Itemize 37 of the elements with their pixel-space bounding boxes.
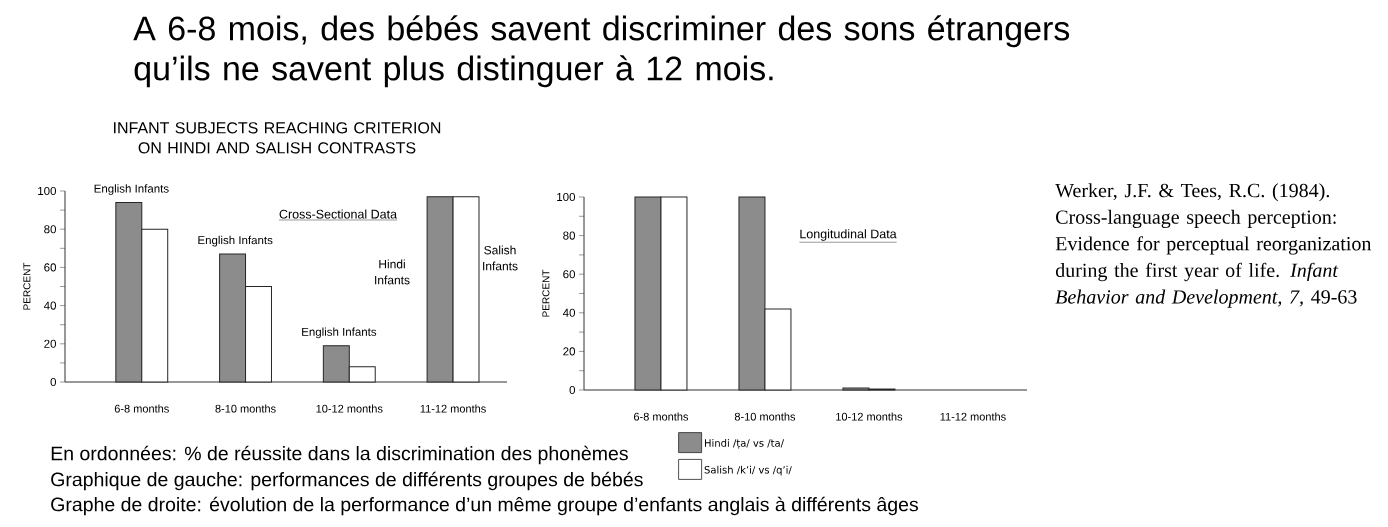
y-axis-title: PERCENT — [542, 269, 550, 317]
x-tick-label: 11-12 months — [940, 412, 1006, 421]
y-tick-label: 80 — [563, 231, 576, 240]
text: A 6-8 mois, des bébés savent discriminer des sons étrangers qu’ils ne savent plus distinguer à 12 mois. — [133, 15, 1070, 88]
x-tick-label: 8-10 months — [215, 404, 276, 413]
legend-label: Hindi /ṭa/ vs /ta/ — [705, 439, 785, 449]
y-tick-label: 20 — [563, 347, 576, 356]
annotation: Cross-Sectional Data — [279, 209, 398, 219]
y-tick-label: 80 — [44, 225, 57, 234]
y-tick-label: 0 — [569, 385, 576, 395]
y-tick-label: 40 — [43, 301, 57, 310]
x-tick-label: 6-8 months — [634, 412, 689, 421]
annotation: English Infants — [302, 327, 377, 339]
x-tick-label: 6-8 months — [114, 404, 169, 413]
annotation: Longitudinal Data — [800, 229, 897, 241]
y-tick-label: 20 — [44, 339, 57, 348]
y-tick-label: 100 — [38, 186, 57, 196]
text: Werker, J.F. & Tees, R.C. (1984). Cross-language speech perception: Evidence for perceptual reorganization during the first year of life. Infant Behavior and Development, 7, 49-63 — [1055, 183, 1372, 308]
y-axis-title: PERCENT — [23, 262, 31, 310]
annotation: Salish Infants — [483, 245, 518, 271]
annotation: Hindi Infants — [375, 259, 410, 285]
text: Graphique de gauche: performances de différents groupes de bébés — [51, 471, 643, 491]
text: Graphe de droite: évolution de la performance d’un même groupe d’enfants anglais à différents âges — [51, 496, 919, 516]
text: En ordonnées: % de réussite dans la discrimination des phonèmes — [51, 445, 628, 465]
annotation: English Infants — [198, 235, 273, 247]
x-tick-label: 10-12 months — [316, 404, 383, 413]
y-tick-label: 60 — [44, 263, 57, 272]
legend-label: Salish /kʼi/ vs /qʼi/ — [704, 465, 792, 476]
annotation: English Infants — [94, 184, 169, 195]
x-tick-label: 11-12 months — [420, 404, 486, 413]
x-tick-label: 10-12 months — [836, 412, 903, 421]
y-tick-label: 0 — [50, 377, 57, 387]
chart-subtitle: INFANT SUBJECTS REACHING CRITERION ON HINDI AND SALISH CONTRASTS — [114, 122, 441, 154]
y-tick-label: 40 — [562, 308, 576, 317]
x-tick-label: 8-10 months — [734, 412, 796, 421]
y-tick-label: 60 — [563, 270, 576, 279]
y-tick-label: 100 — [557, 192, 576, 202]
